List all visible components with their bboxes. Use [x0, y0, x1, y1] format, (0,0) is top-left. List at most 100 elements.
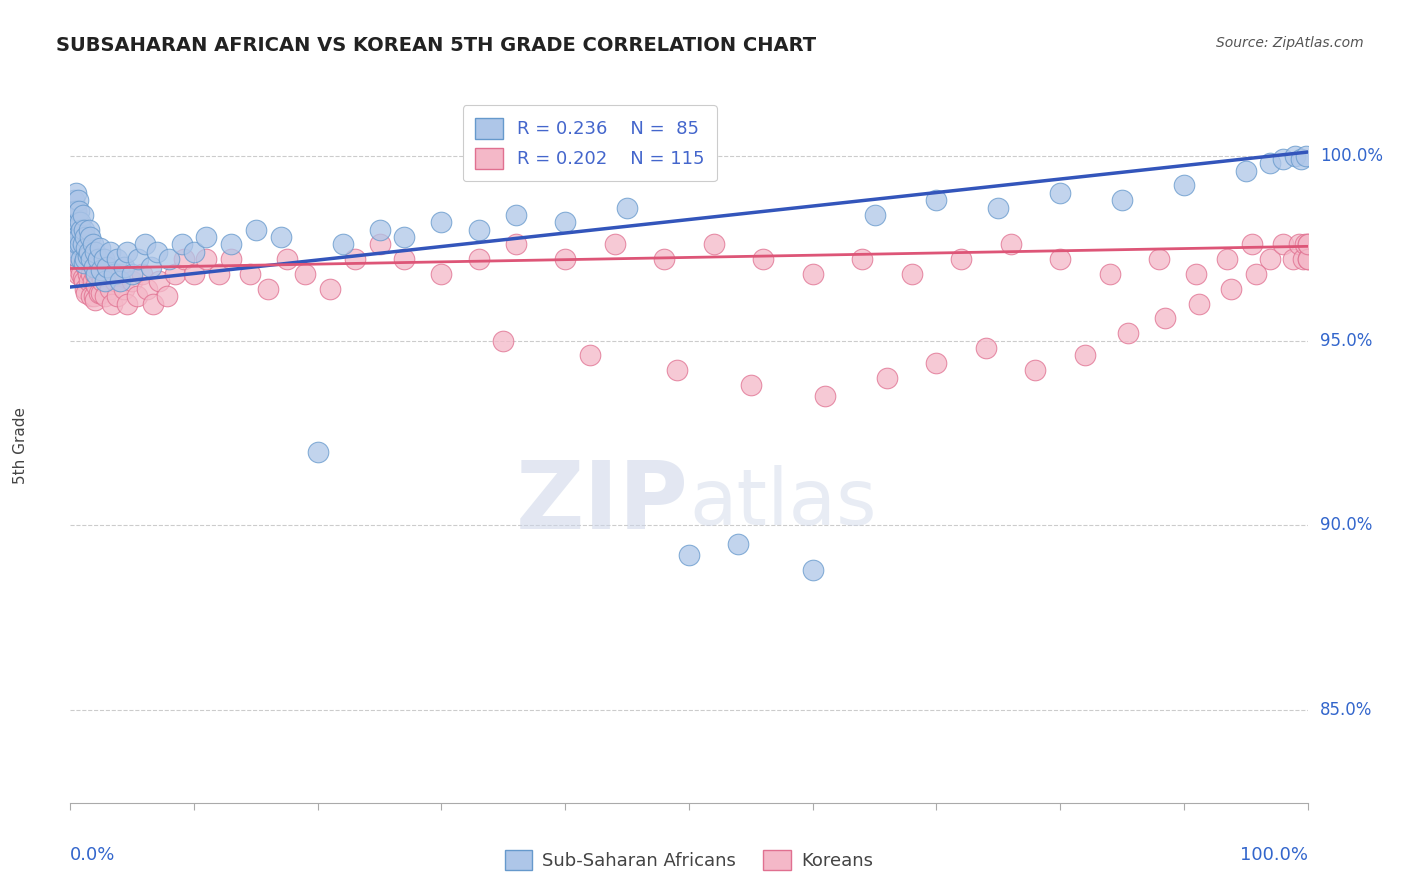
Point: [67, 223, 90, 237]
Point: [62, 230, 84, 244]
Point: [142, 296, 165, 310]
Point: [1295, 149, 1317, 163]
Point: [76, 249, 98, 263]
Point: [1294, 237, 1316, 252]
Point: [239, 267, 262, 281]
Text: 100.0%: 100.0%: [1320, 147, 1384, 165]
Point: [108, 275, 131, 289]
Point: [740, 378, 762, 392]
Point: [665, 363, 688, 377]
Text: 5th Grade: 5th Grade: [13, 408, 28, 484]
Point: [127, 289, 149, 303]
Point: [66, 193, 89, 207]
Point: [165, 267, 187, 281]
Point: [89, 241, 111, 255]
Text: 0.0%: 0.0%: [70, 846, 115, 863]
Point: [75, 230, 97, 244]
Point: [94, 289, 117, 303]
Point: [104, 275, 127, 289]
Point: [157, 252, 180, 267]
Point: [77, 275, 100, 289]
Point: [1154, 311, 1177, 326]
Point: [80, 267, 103, 281]
Point: [105, 289, 128, 303]
Point: [332, 237, 354, 252]
Point: [80, 252, 103, 267]
Point: [195, 230, 218, 244]
Point: [1000, 237, 1022, 252]
Point: [467, 223, 489, 237]
Point: [134, 237, 156, 252]
Point: [1260, 156, 1282, 170]
Point: [82, 237, 104, 252]
Point: [67, 230, 90, 244]
Point: [75, 282, 97, 296]
Point: [69, 230, 91, 244]
Point: [139, 260, 162, 274]
Point: [66, 215, 89, 229]
Point: [80, 289, 103, 303]
Point: [65, 186, 87, 200]
Point: [75, 285, 97, 300]
Point: [63, 241, 86, 255]
Point: [430, 267, 453, 281]
Point: [183, 244, 205, 259]
Point: [121, 267, 143, 281]
Point: [73, 223, 96, 237]
Text: atlas: atlas: [689, 465, 876, 541]
Point: [79, 252, 101, 267]
Point: [1288, 237, 1310, 252]
Point: [103, 267, 125, 281]
Point: [703, 237, 725, 252]
Legend: Sub-Saharan Africans, Koreans: Sub-Saharan Africans, Koreans: [495, 840, 883, 880]
Point: [368, 237, 391, 252]
Point: [75, 241, 97, 255]
Point: [368, 223, 391, 237]
Point: [136, 282, 159, 296]
Point: [394, 230, 416, 244]
Point: [851, 252, 873, 267]
Point: [1049, 186, 1071, 200]
Point: [1291, 252, 1313, 267]
Point: [173, 252, 195, 267]
Point: [86, 252, 108, 267]
Point: [863, 208, 886, 222]
Point: [1049, 252, 1071, 267]
Point: [1173, 178, 1195, 193]
Point: [1024, 363, 1046, 377]
Point: [603, 237, 626, 252]
Point: [1111, 193, 1133, 207]
Point: [208, 267, 231, 281]
Point: [1074, 348, 1097, 362]
Point: [72, 270, 94, 285]
Point: [72, 241, 94, 255]
Point: [616, 201, 638, 215]
Point: [84, 267, 107, 281]
Point: [294, 267, 316, 281]
Point: [1296, 237, 1319, 252]
Point: [554, 215, 576, 229]
Point: [1244, 267, 1267, 281]
Point: [69, 215, 91, 229]
Point: [96, 267, 118, 281]
Point: [90, 263, 112, 277]
Point: [73, 275, 96, 289]
Point: [1281, 252, 1303, 267]
Point: [63, 234, 86, 248]
Text: 95.0%: 95.0%: [1320, 332, 1372, 350]
Point: [98, 244, 121, 259]
Point: [65, 204, 87, 219]
Point: [65, 241, 87, 255]
Point: [127, 252, 149, 267]
Point: [900, 267, 922, 281]
Point: [62, 223, 84, 237]
Text: 100.0%: 100.0%: [1240, 846, 1308, 863]
Point: [195, 252, 218, 267]
Point: [430, 215, 453, 229]
Point: [987, 201, 1010, 215]
Point: [1185, 267, 1208, 281]
Point: [69, 237, 91, 252]
Point: [75, 252, 97, 267]
Point: [115, 296, 138, 310]
Point: [170, 237, 193, 252]
